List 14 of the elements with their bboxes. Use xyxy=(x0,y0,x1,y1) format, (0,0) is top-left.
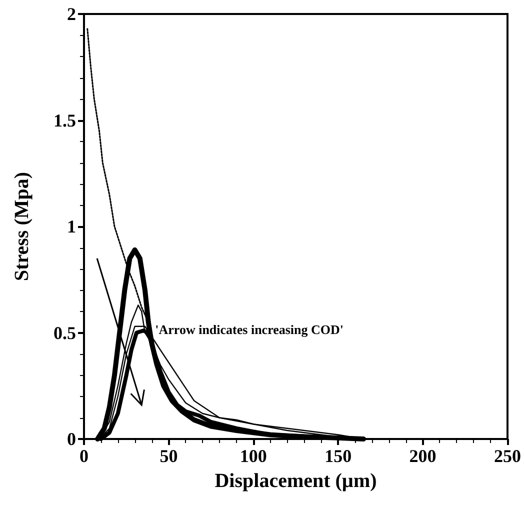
x-tick-label: 0 xyxy=(80,446,88,466)
y-tick-label: 1.5 xyxy=(54,110,76,130)
x-tick-label: 50 xyxy=(160,446,178,466)
x-tick-label: 150 xyxy=(324,446,352,466)
x-tick-label: 200 xyxy=(409,446,436,466)
x-tick-label: 250 xyxy=(494,446,521,466)
x-axis-title: Displacement (µm) xyxy=(214,470,377,492)
y-tick-label: 0 xyxy=(67,429,76,449)
y-tick-label: 0.5 xyxy=(54,322,76,343)
y-axis-title: Stress (Mpa) xyxy=(11,172,33,282)
y-tick-label: 1 xyxy=(67,216,76,236)
y-tick-label: 2 xyxy=(67,4,76,24)
x-tick-label: 100 xyxy=(240,446,267,466)
annotation: 'Arrow indicates increasing COD' xyxy=(155,322,344,337)
